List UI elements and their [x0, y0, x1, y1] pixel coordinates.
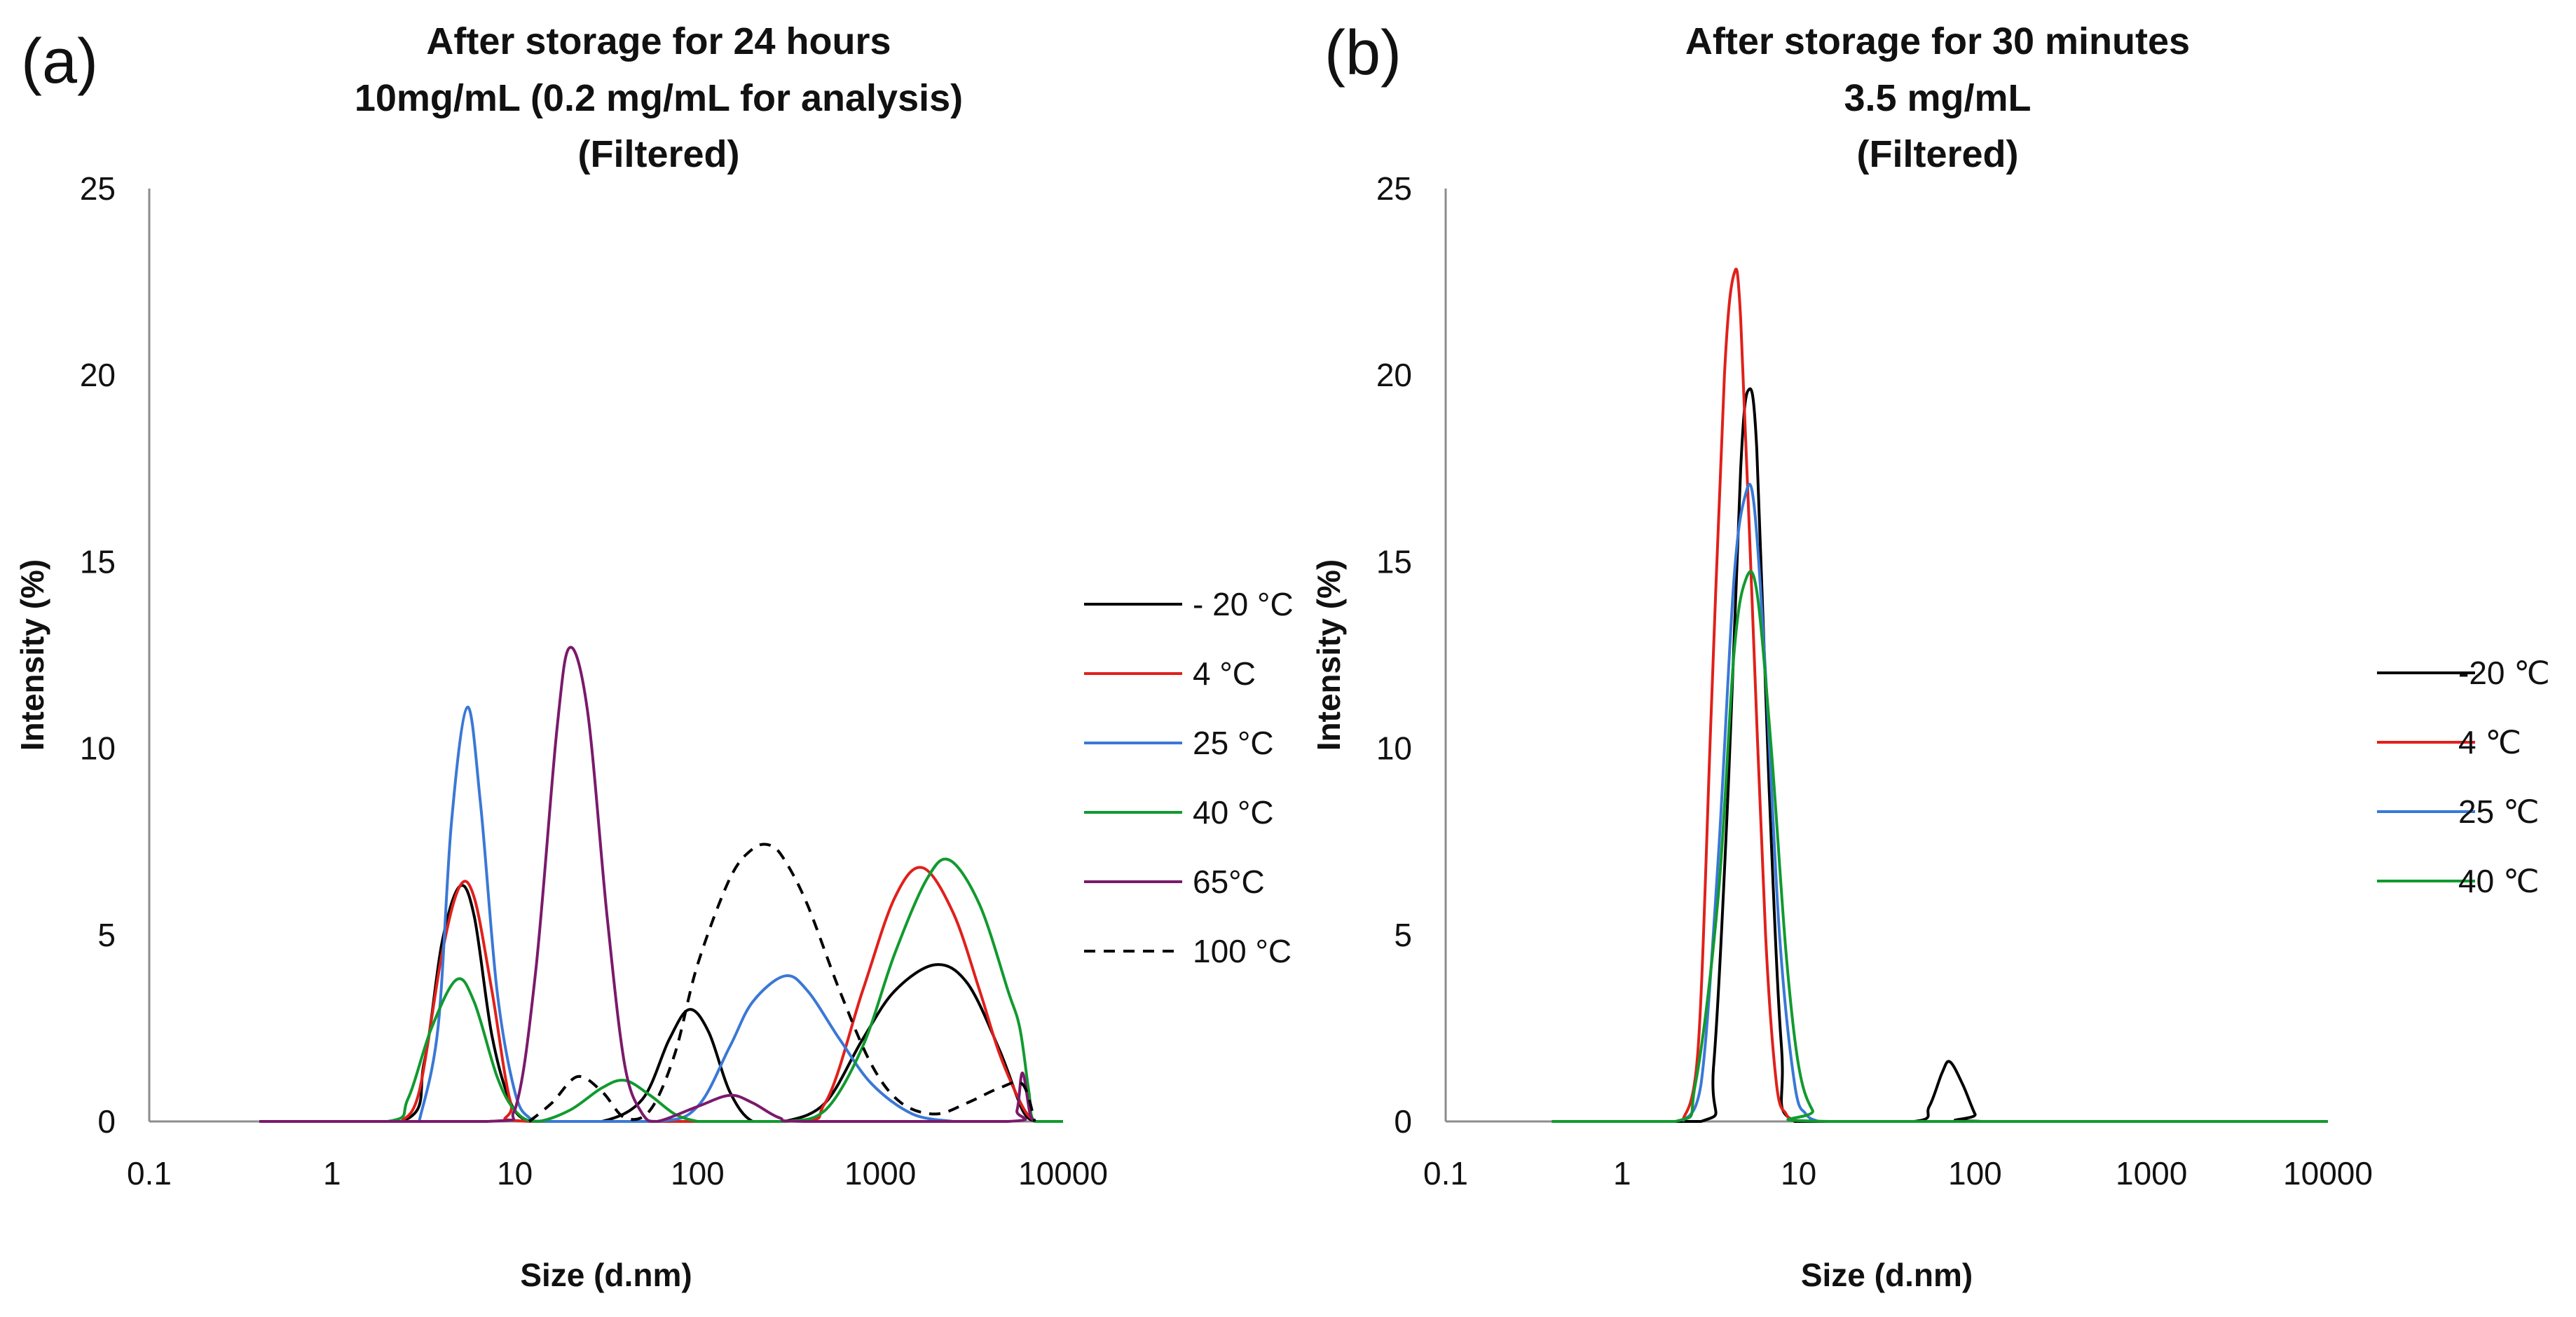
- panel-b-title-line: (Filtered): [1856, 133, 2018, 175]
- panel-a-x-axis-title: Size (d.nm): [520, 1257, 692, 1293]
- panel-a-legend-label: 65°C: [1193, 864, 1265, 900]
- panel-a-y-tick-label: 0: [97, 1103, 116, 1140]
- panel-a-x-tick-label: 0.1: [127, 1155, 172, 1192]
- panel-b-series-line: [1681, 268, 1796, 1123]
- panel-b-x-tick-label: 10: [1781, 1155, 1816, 1192]
- panel-a-x-tick-label: 1000: [844, 1155, 916, 1192]
- panel-a-y-tick-label: 20: [80, 357, 116, 393]
- panel-a-title-line: 10mg/mL (0.2 mg/mL for analysis): [355, 77, 963, 119]
- panel-b-y-tick-label: 15: [1376, 543, 1412, 580]
- panel-b-x-tick-label: 0.1: [1423, 1155, 1468, 1192]
- panel-a-series-line: [259, 857, 1063, 1124]
- panel-a-series-line: [528, 842, 1036, 1123]
- panel-a-title-line: (Filtered): [577, 133, 739, 175]
- panel-a-legend-label: - 20 °C: [1193, 586, 1294, 622]
- panel-b-x-tick-label: 1000: [2116, 1155, 2187, 1192]
- panel-b-y-tick-label: 0: [1394, 1103, 1412, 1140]
- panel-b-legend-label: 25 ℃: [2458, 793, 2540, 830]
- panel-a-x-tick-label: 100: [671, 1155, 725, 1192]
- panel-b-series-line: [1681, 482, 1820, 1123]
- panel-b-y-tick-label: 5: [1394, 917, 1412, 953]
- panel-b-x-tick-label: 1: [1613, 1155, 1631, 1192]
- panel-a-legend-label: 40 °C: [1193, 794, 1274, 831]
- panel-b-y-axis-title: Intensity (%): [1310, 559, 1347, 751]
- panel-a-legend-label: 4 °C: [1193, 655, 1256, 692]
- panel-a-y-tick-label: 25: [80, 170, 116, 207]
- panel-a-series-line: [259, 646, 1036, 1124]
- panel-b-y-tick-label: 25: [1376, 170, 1412, 207]
- panel-a-series-line: [418, 705, 954, 1124]
- panel-b-y-tick-label: 10: [1376, 730, 1412, 767]
- panel-a-y-axis-title: Intensity (%): [14, 559, 50, 751]
- panel-b-series-line: [1551, 570, 2328, 1124]
- panel-b-title-line: After storage for 30 minutes: [1685, 20, 2190, 62]
- panel-a-legend-label: 100 °C: [1193, 933, 1292, 969]
- panel-a-label: (a): [21, 27, 98, 97]
- panel-a-x-tick-label: 10: [497, 1155, 533, 1192]
- panel-b-series-line: [1551, 387, 2328, 1124]
- panel-b-x-axis-title: Size (d.nm): [1801, 1257, 1973, 1293]
- panel-b-legend-label: 40 ℃: [2458, 863, 2540, 899]
- panel-a-x-tick-label: 1: [323, 1155, 341, 1192]
- panel-b-y-tick-label: 20: [1376, 357, 1412, 393]
- panel-a-legend-label: 25 °C: [1193, 725, 1274, 761]
- panel-a-y-tick-label: 10: [80, 730, 116, 767]
- panel-b-legend-label: 4 ℃: [2458, 724, 2521, 760]
- panel-b-legend-label: -20 ℃: [2458, 655, 2550, 691]
- panel-a-y-tick-label: 15: [80, 543, 116, 580]
- panel-b-title-line: 3.5 mg/mL: [1844, 77, 2031, 119]
- panel-b-label: (b): [1324, 18, 1402, 88]
- panel-a-title-line: After storage for 24 hours: [426, 20, 891, 62]
- panel-a-series-line: [259, 884, 1036, 1124]
- panel-b-x-tick-label: 10000: [2283, 1155, 2373, 1192]
- panel-a-x-tick-label: 10000: [1018, 1155, 1108, 1192]
- panel-b-x-tick-label: 100: [1948, 1155, 2002, 1192]
- panel-a-y-tick-label: 5: [97, 917, 116, 953]
